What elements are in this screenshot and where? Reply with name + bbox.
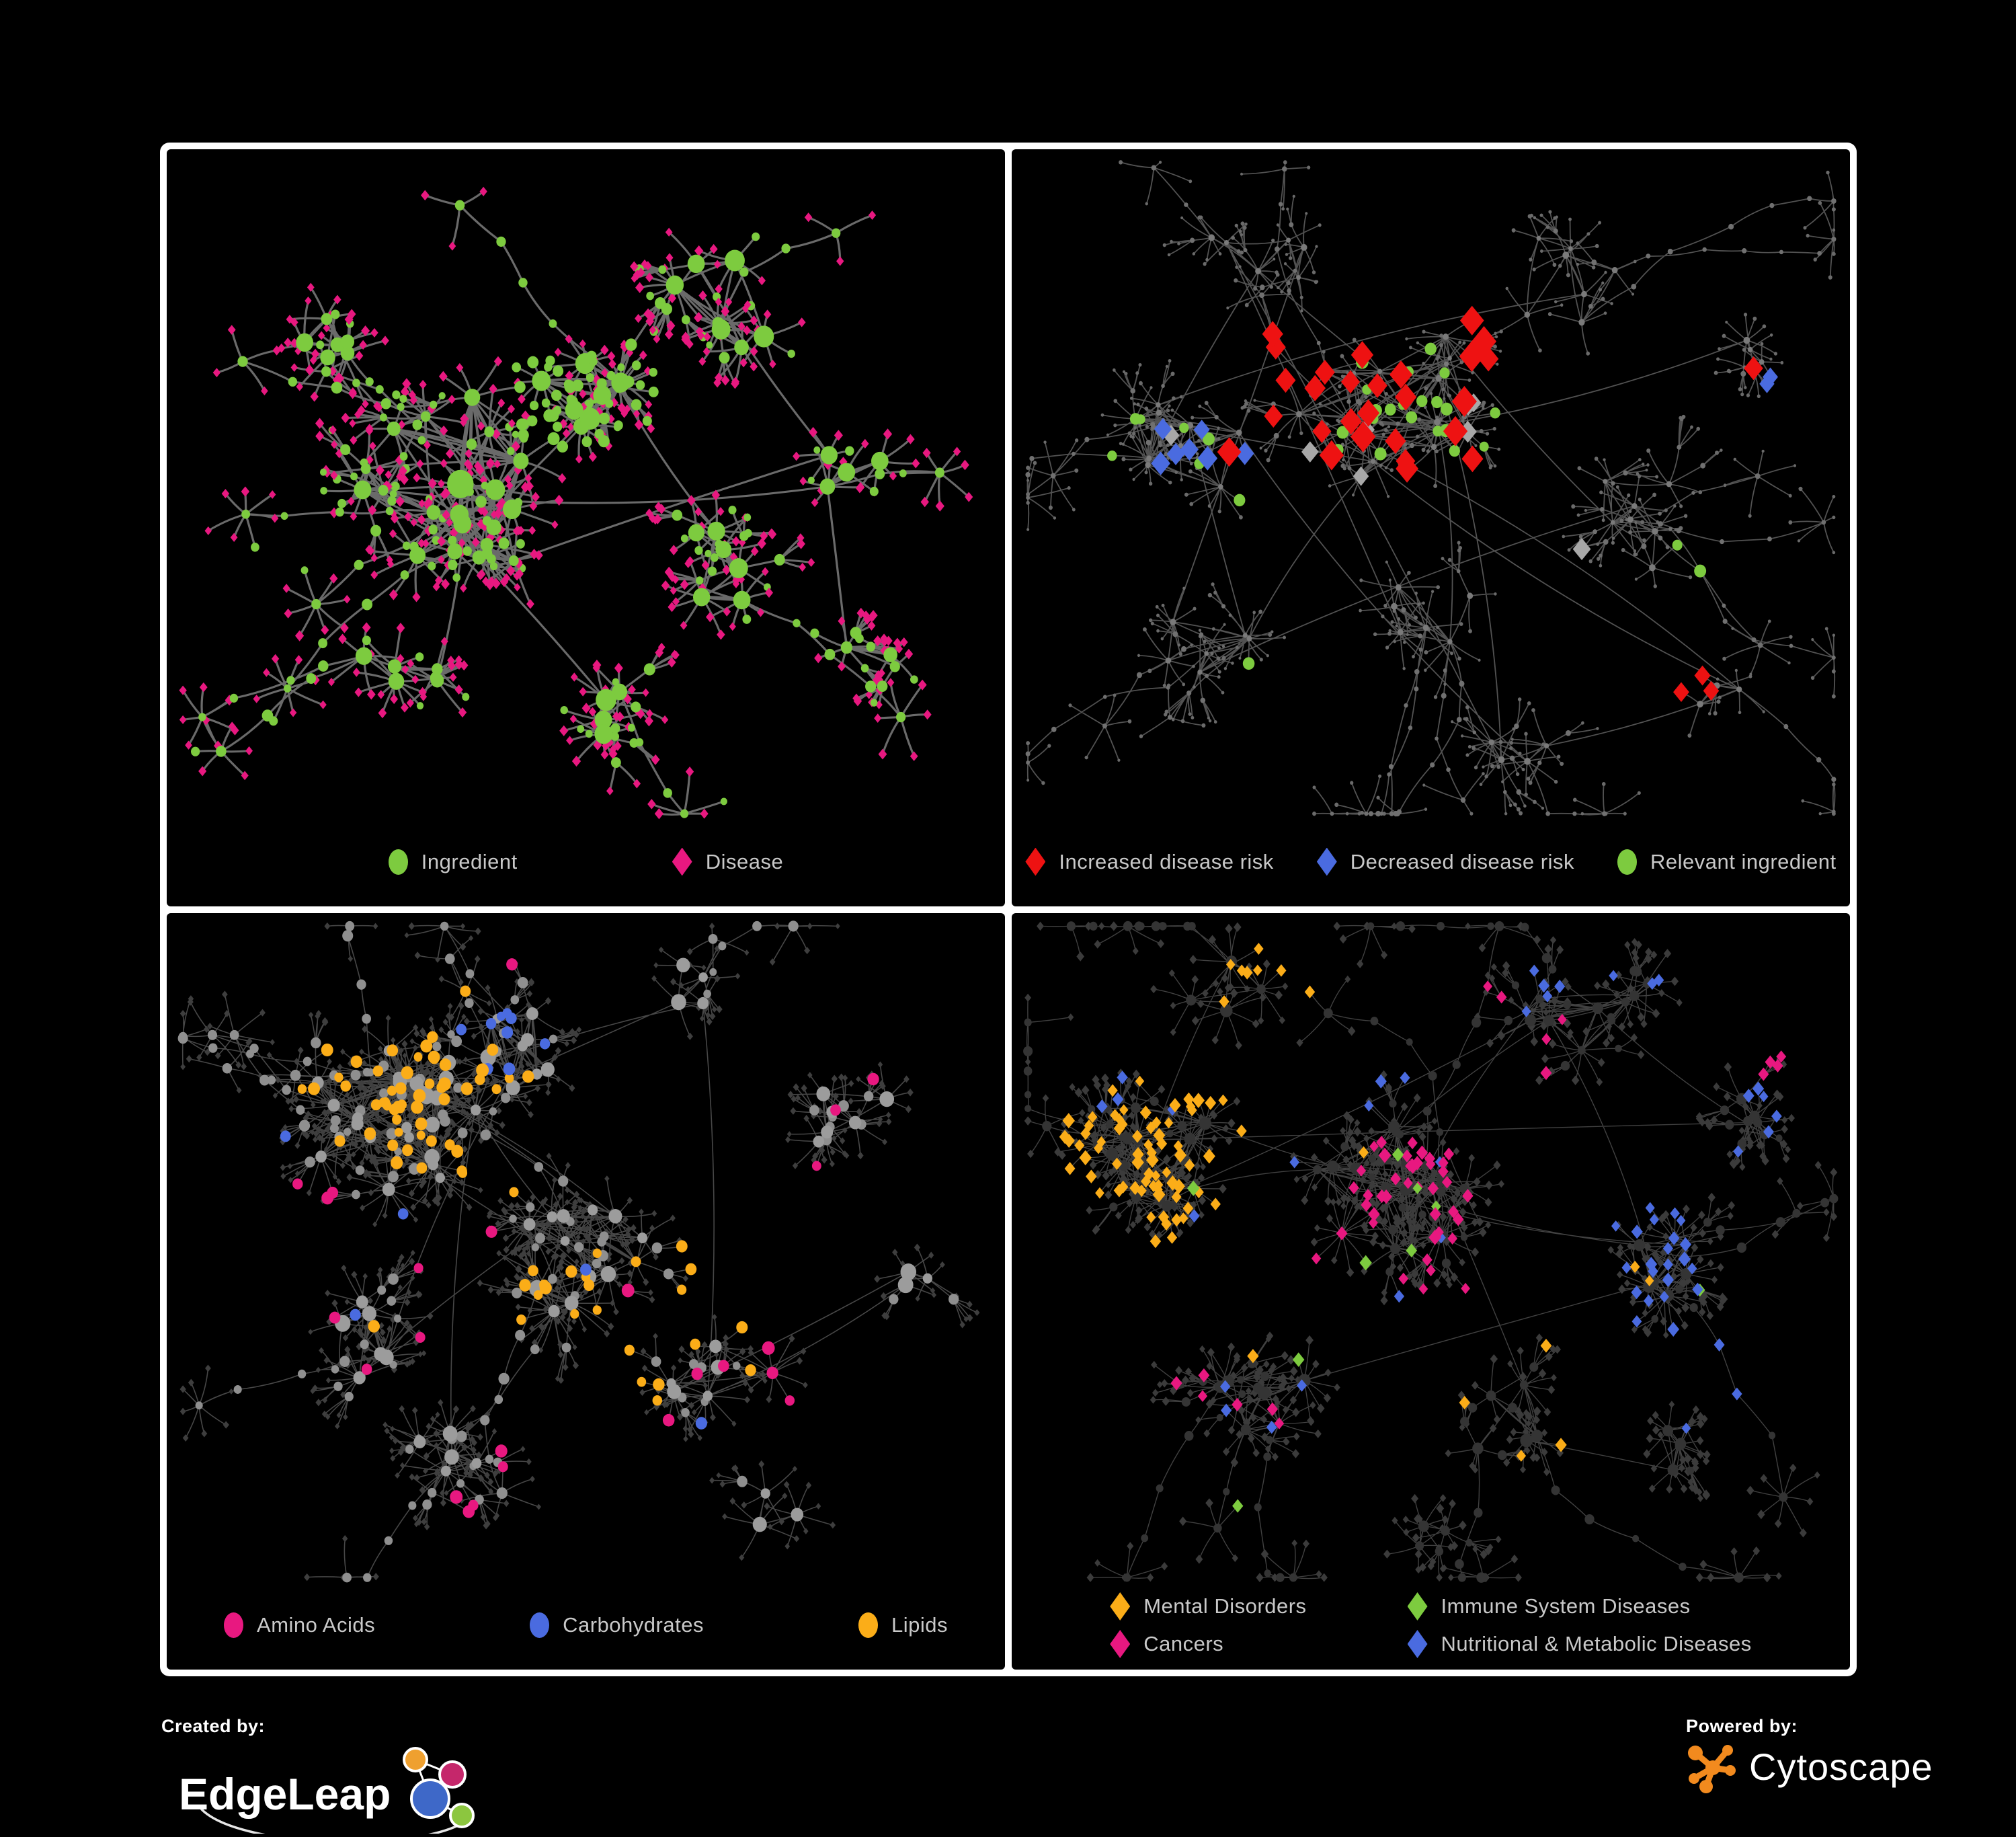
legend-label-carbohydrates: Carbohydrates [563, 1613, 704, 1637]
legend-label-decreased-disease-risk: Decreased disease risk [1350, 849, 1574, 873]
legend-label-relevant-ingredient: Relevant ingredient [1650, 849, 1837, 873]
legend-label-amino-acids: Amino Acids [257, 1613, 376, 1637]
edgeleap-logo: EdgeLeap [179, 1747, 475, 1837]
legend-label-mental-disorders: Mental Disorders [1143, 1594, 1307, 1618]
powered-by-label: Powered by: [1686, 1716, 1798, 1736]
ingredient-disease-legend: Ingredient Disease [167, 827, 1005, 906]
disease-risk-network-graph [1025, 160, 1837, 817]
legend-label-nutritional-metabolic-diseases: Nutritional & Metabolic Diseases [1441, 1632, 1752, 1655]
legend-item-cancers: Cancers [1110, 1630, 1223, 1658]
mental-disorders-diamond-swatch-icon [1110, 1592, 1131, 1620]
lipids-circle-swatch-icon [858, 1612, 878, 1638]
panel-disease-risk: Increased disease risk Decreased disease … [1012, 149, 1850, 906]
edgeleap-credit: Created by: EdgeLeap [161, 1716, 477, 1837]
panel-ingredient-disease: Ingredient Disease [167, 149, 1005, 906]
legend-item-decreased-disease-risk: Decreased disease risk [1316, 847, 1574, 876]
decreased-disease-risk-diamond-swatch-icon [1316, 847, 1337, 876]
legend-label-immune-system-diseases: Immune System Diseases [1441, 1594, 1691, 1618]
compound-classes-legend: Amino Acids Carbohydrates Lipids [167, 1590, 1005, 1670]
disease-classes-legend: Mental Disorders Immune System Diseases Ca… [1012, 1590, 1850, 1670]
disease-risk-legend: Increased disease risk Decreased disease … [1012, 827, 1850, 906]
legend-item-amino-acids: Amino Acids [224, 1612, 375, 1638]
increased-disease-risk-diamond-swatch-icon [1025, 847, 1046, 876]
cytoscape-credit: Powered by: Cytoscape [1686, 1716, 1933, 1793]
legend-item-nutritional-metabolic-diseases: Nutritional & Metabolic Diseases [1407, 1630, 1752, 1658]
legend-item-lipids: Lipids [858, 1612, 948, 1638]
ingredient-circle-swatch-icon [388, 849, 408, 875]
cytoscape-logo-icon [1688, 1745, 1736, 1793]
legend-item-increased-disease-risk: Increased disease risk [1025, 847, 1274, 876]
legend-item-carbohydrates: Carbohydrates [530, 1612, 704, 1638]
created-by-label: Created by: [161, 1716, 266, 1736]
legend-label-cancers: Cancers [1143, 1632, 1224, 1655]
legend-item-disease: Disease [672, 847, 784, 876]
legend-label-disease: Disease [705, 849, 784, 873]
legend-item-immune-system-diseases: Immune System Diseases [1407, 1592, 1691, 1620]
legend-item-ingredient: Ingredient [388, 849, 518, 875]
disease-classes-network-graph [1023, 921, 1839, 1583]
legend-label-ingredient: Ingredient [421, 849, 518, 873]
amino-acids-circle-swatch-icon [224, 1612, 244, 1638]
compound-classes-network-graph [177, 920, 980, 1582]
legend-item-mental-disorders: Mental Disorders [1110, 1592, 1306, 1620]
panel-grid: Ingredient Disease Increased disease risk… [160, 143, 1857, 1676]
nutritional-metabolic-diseases-diamond-swatch-icon [1407, 1630, 1428, 1658]
legend-label-lipids: Lipids [891, 1613, 948, 1637]
cytoscape-wordmark: Cytoscape [1749, 1745, 1933, 1788]
legend-label-increased-disease-risk: Increased disease risk [1059, 849, 1274, 873]
cancers-diamond-swatch-icon [1110, 1630, 1131, 1658]
edgeleap-wordmark: EdgeLeap [179, 1769, 391, 1819]
legend-item-relevant-ingredient: Relevant ingredient [1617, 849, 1837, 875]
disease-diamond-swatch-icon [672, 847, 692, 876]
edgeleap-network-nodes-icon [403, 1747, 475, 1828]
relevant-ingredient-circle-swatch-icon [1617, 849, 1637, 875]
panel-compound-classes: Amino Acids Carbohydrates Lipids [167, 912, 1005, 1670]
carbohydrates-circle-swatch-icon [530, 1612, 550, 1638]
panel-disease-classes: Mental Disorders Immune System Diseases Ca… [1012, 912, 1850, 1670]
immune-system-diseases-diamond-swatch-icon [1407, 1592, 1428, 1620]
ingredient-disease-network-graph [179, 186, 973, 820]
